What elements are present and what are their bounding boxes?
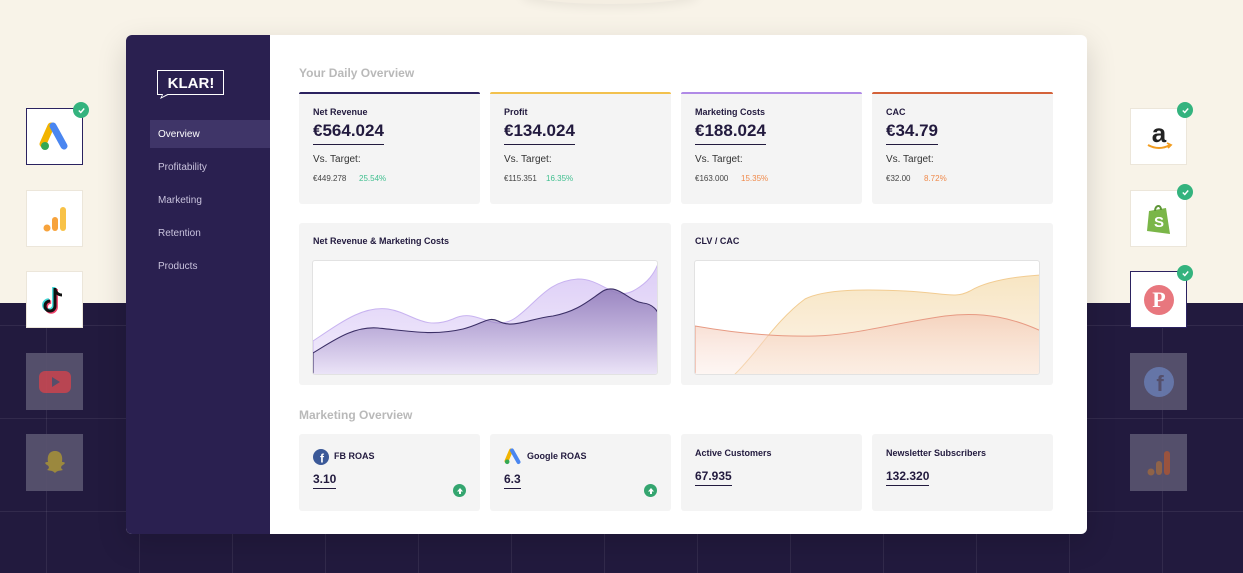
kpi-accent-bar: [299, 92, 480, 94]
google-analytics-icon: [1147, 450, 1170, 475]
daily-overview-title: Your Daily Overview: [299, 66, 415, 80]
kpi-label: Net Revenue: [313, 107, 368, 117]
kpi-value: €564.024: [313, 121, 384, 145]
kpi-value: €134.024: [504, 121, 575, 145]
metric-card-newsletter-subscribers[interactable]: Newsletter Subscribers 132.320: [872, 434, 1053, 511]
shopify-icon: S: [1146, 204, 1170, 234]
youtube-icon: [38, 370, 71, 393]
connected-check-icon: [1177, 102, 1193, 118]
kpi-card-cac[interactable]: CAC €34.79 Vs. Target: €32.00 8.72%: [872, 92, 1053, 204]
chart-title: CLV / CAC: [695, 236, 740, 246]
cac-area: [695, 313, 1039, 374]
kpi-card-net-revenue[interactable]: Net Revenue €564.024 Vs. Target: €449.27…: [299, 92, 480, 204]
metric-value: 67.935: [695, 469, 732, 486]
trend-up-icon: [644, 484, 657, 497]
chart-area: [694, 260, 1040, 375]
integration-google-analytics[interactable]: [26, 190, 83, 247]
main-content: Your Daily Overview Net Revenue €564.024…: [270, 35, 1087, 534]
sidebar-item-marketing[interactable]: Marketing: [158, 194, 202, 206]
chart-title: Net Revenue & Marketing Costs: [313, 236, 450, 246]
chart-card-clv-cac[interactable]: CLV / CAC: [681, 223, 1053, 385]
kpi-label: Marketing Costs: [695, 107, 766, 117]
metric-label: Newsletter Subscribers: [886, 448, 987, 458]
integration-google-ads[interactable]: [26, 102, 89, 165]
facebook-icon: f: [1143, 366, 1174, 397]
chart-area: [312, 260, 658, 375]
kpi-percent: 16.35%: [546, 174, 574, 183]
kpi-accent-bar: [490, 92, 671, 94]
metric-value: 6.3: [504, 472, 521, 489]
facebook-icon: f: [313, 449, 329, 465]
metric-value: 3.10: [313, 472, 337, 489]
kpi-target: €163.000: [695, 174, 729, 183]
svg-text:a: a: [1151, 120, 1166, 148]
connected-check-icon: [1177, 265, 1193, 281]
svg-text:KLAR!: KLAR!: [168, 75, 215, 92]
kpi-value: €188.024: [695, 121, 766, 145]
connected-check-icon: [73, 102, 89, 118]
metric-card-fb-roas[interactable]: f FB ROAS 3.10: [299, 434, 480, 511]
decorative-shadow: [520, 0, 700, 4]
kpi-vs-label: Vs. Target:: [504, 154, 552, 165]
integration-tiktok[interactable]: [26, 271, 83, 328]
amazon-icon: a: [1147, 120, 1173, 149]
metric-card-active-customers[interactable]: Active Customers 67.935: [681, 434, 862, 511]
sidebar-item-overview[interactable]: Overview: [150, 120, 270, 148]
kpi-card-marketing-costs[interactable]: Marketing Costs €188.024 Vs. Target: €16…: [681, 92, 862, 204]
app-window: KLAR! Overview Profitability Marketing R…: [126, 35, 1087, 534]
kpi-label: CAC: [886, 107, 906, 117]
kpi-target: €115.351: [504, 174, 537, 183]
metric-label: FB ROAS: [334, 451, 375, 461]
integration-shopify[interactable]: S: [1130, 184, 1193, 247]
chart-card-revenue-costs[interactable]: Net Revenue & Marketing Costs: [299, 223, 671, 385]
revenue-costs-chart: [313, 264, 657, 374]
kpi-accent-bar: [872, 92, 1053, 94]
integration-facebook[interactable]: f: [1130, 353, 1187, 410]
klar-logo: KLAR!: [157, 70, 224, 99]
svg-text:P: P: [1152, 287, 1165, 312]
metric-value: 132.320: [886, 469, 930, 486]
connected-check-icon: [1177, 184, 1193, 200]
integration-youtube[interactable]: [26, 353, 83, 410]
kpi-vs-label: Vs. Target:: [886, 154, 934, 165]
kpi-target: €32.00: [886, 174, 911, 183]
kpi-value: €34.79: [886, 121, 938, 145]
kpi-percent: 15.35%: [741, 174, 769, 183]
net-revenue-area: [313, 288, 657, 374]
svg-text:f: f: [320, 452, 325, 466]
tiktok-icon: [41, 286, 62, 314]
google-analytics-icon: [43, 206, 66, 231]
integration-analytics-dim[interactable]: [1130, 434, 1187, 491]
metric-card-google-roas[interactable]: Google ROAS 6.3: [490, 434, 671, 511]
marketing-overview-title: Marketing Overview: [299, 408, 413, 422]
clv-cac-chart: [695, 274, 1039, 374]
svg-text:f: f: [1156, 371, 1164, 396]
sidebar: KLAR! Overview Profitability Marketing R…: [126, 35, 270, 534]
trend-up-icon: [453, 484, 466, 497]
kpi-vs-label: Vs. Target:: [695, 154, 743, 165]
sidebar-item-products[interactable]: Products: [158, 260, 198, 272]
integration-snapchat[interactable]: [26, 434, 83, 491]
google-ads-icon: [504, 448, 521, 465]
integration-amazon[interactable]: a: [1130, 102, 1193, 165]
kpi-percent: 8.72%: [924, 174, 947, 183]
kpi-accent-bar: [681, 92, 862, 94]
svg-text:S: S: [1153, 214, 1163, 231]
kpi-card-profit[interactable]: Profit €134.024 Vs. Target: €115.351 16.…: [490, 92, 671, 204]
metric-label: Google ROAS: [527, 451, 587, 461]
sidebar-item-profitability[interactable]: Profitability: [158, 161, 207, 173]
kpi-label: Profit: [504, 107, 528, 117]
metric-label: Active Customers: [695, 448, 772, 458]
kpi-vs-label: Vs. Target:: [313, 154, 361, 165]
pinterest-icon: P: [1143, 284, 1174, 315]
integration-pinterest[interactable]: P: [1130, 265, 1193, 328]
kpi-percent: 25.54%: [359, 174, 387, 183]
sidebar-item-retention[interactable]: Retention: [158, 227, 201, 239]
snapchat-icon: [44, 450, 65, 473]
kpi-target: €449.278: [313, 174, 347, 183]
google-ads-icon: [39, 122, 67, 150]
